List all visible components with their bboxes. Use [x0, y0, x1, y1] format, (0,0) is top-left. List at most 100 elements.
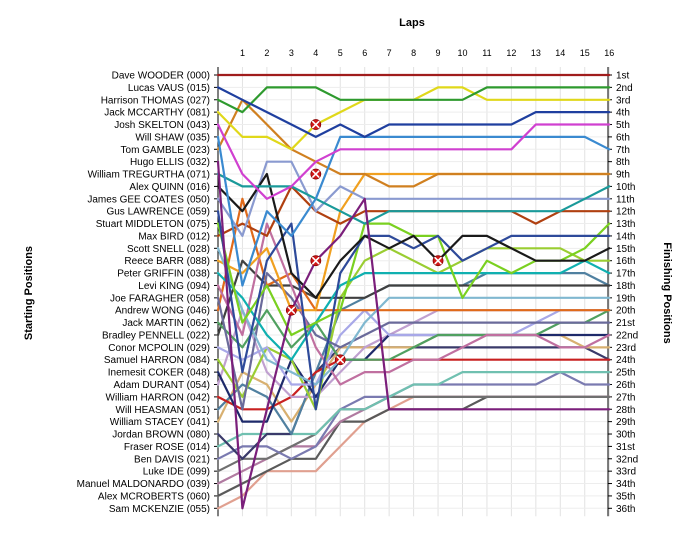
lap-tick-label: 16 — [604, 48, 614, 58]
series-line — [216, 98, 611, 188]
finishing-position-label: 28th — [616, 405, 635, 416]
series-line — [216, 309, 611, 386]
lap-tick-label: 12 — [506, 48, 516, 58]
starting-position-label: Jack MARTIN (062) — [122, 318, 210, 329]
pit-stop-marker — [310, 168, 322, 180]
finishing-position-label: 14th — [616, 231, 635, 242]
finishing-position-label: 33rd — [616, 467, 636, 478]
starting-position-label: Will HEASMAN (051) — [116, 405, 210, 416]
y-left-axis-label: Starting Positions — [23, 246, 35, 340]
starting-position-label: Reece BARR (088) — [124, 256, 210, 267]
finishing-position-label: 11th — [616, 194, 635, 205]
finishing-position-label: 35th — [616, 491, 635, 502]
series-line — [216, 259, 611, 337]
lap-tick-label: 8 — [411, 48, 416, 58]
finishing-position-label: 3rd — [616, 95, 630, 106]
starting-position-label: William HARRON (042) — [106, 392, 210, 403]
finishing-position-label: 24th — [616, 355, 635, 366]
starting-position-label: James GEE COATES (050) — [87, 194, 210, 205]
finishing-position-label: 29th — [616, 417, 635, 428]
pit-stop-marker — [310, 119, 322, 130]
series-line — [216, 259, 611, 361]
series-line — [216, 160, 611, 237]
starting-position-labels: Dave WOODER (000)Lucas VAUS (015)Harriso… — [77, 71, 210, 515]
finishing-position-label: 36th — [616, 504, 635, 515]
starting-position-label: Conor MCPOLIN (029) — [108, 343, 210, 354]
finishing-position-label: 5th — [616, 120, 630, 131]
finishing-position-label: 4th — [616, 108, 630, 119]
finishing-position-label: 9th — [616, 170, 630, 181]
starting-position-label: Will SHAW (035) — [135, 132, 210, 143]
starting-position-label: Jack MCCARTHY (081) — [104, 108, 210, 119]
finishing-position-label: 18th — [616, 281, 635, 292]
starting-position-label: William STACEY (041) — [110, 417, 210, 428]
starting-position-label: Joe FARAGHER (058) — [110, 293, 210, 304]
finishing-position-label: 1st — [616, 71, 630, 82]
starting-position-label: Scott SNELL (028) — [127, 244, 210, 255]
starting-position-label: Sam MCKENZIE (055) — [109, 504, 210, 515]
series-line — [216, 160, 611, 510]
series-line — [216, 247, 611, 386]
lap-tick-labels: 1 2 3 4 5 6 7 8 9 10 11 12 13 14 15 16 — [240, 48, 614, 58]
finishing-position-label: 23rd — [616, 343, 636, 354]
lap-tick-label: 6 — [362, 48, 367, 58]
finishing-position-label: 21st — [616, 318, 635, 329]
starting-position-label: Stuart MIDDLETON (075) — [96, 219, 210, 230]
finishing-position-label: 6th — [616, 132, 630, 143]
series-line — [216, 172, 611, 225]
finishing-position-label: 20th — [616, 306, 635, 317]
starting-position-label: Hugo ELLIS (032) — [130, 157, 210, 168]
pit-markers — [285, 119, 444, 366]
series-lines — [216, 73, 611, 510]
lap-tick-label: 9 — [436, 48, 441, 58]
starting-position-label: Lucas VAUS (015) — [128, 83, 210, 94]
starting-position-label: Samuel HARRON (084) — [104, 355, 210, 366]
finishing-position-label: 26th — [616, 380, 635, 391]
starting-position-label: Ben DAVIS (021) — [134, 454, 210, 465]
starting-position-label: Max BIRD (012) — [138, 231, 210, 242]
finishing-position-label: 30th — [616, 430, 635, 441]
finishing-position-label: 32nd — [616, 454, 638, 465]
finishing-position-label: 7th — [616, 145, 630, 156]
finishing-position-label: 31st — [616, 442, 635, 453]
y-right-axis-label: Finishing Positions — [661, 242, 673, 343]
starting-position-label: Alex QUINN (016) — [129, 182, 210, 193]
starting-position-label: Levi KING (094) — [138, 281, 210, 292]
lap-tick-label: 1 — [240, 48, 245, 58]
finishing-position-label: 22nd — [616, 330, 638, 341]
lap-tick-label: 10 — [457, 48, 467, 58]
finishing-position-label: 34th — [616, 479, 635, 490]
series-line — [216, 86, 611, 114]
lap-tick-label: 15 — [580, 48, 590, 58]
lap-tick-label: 11 — [482, 48, 491, 58]
series-line — [216, 395, 611, 473]
finishing-position-labels: 1st2nd3rd4th5th6th7th8th9th10th11th12th1… — [616, 71, 638, 515]
starting-position-label: Fraser ROSE (014) — [124, 442, 210, 453]
finishing-position-label: 19th — [616, 293, 635, 304]
starting-position-label: Manuel MALDONARDO (039) — [77, 479, 210, 490]
starting-position-label: Inemesit COKER (048) — [108, 368, 210, 379]
starting-position-label: Dave WOODER (000) — [112, 71, 210, 82]
lap-tick-label: 4 — [313, 48, 318, 58]
series-line — [216, 247, 611, 411]
pit-stop-marker — [285, 304, 297, 316]
starting-position-label: Peter GRIFFIN (038) — [117, 269, 210, 280]
finishing-position-label: 16th — [616, 256, 635, 267]
pit-stop-marker — [432, 255, 444, 267]
lap-tick-label: 7 — [387, 48, 392, 58]
starting-position-label: Bradley PENNELL (022) — [102, 330, 210, 341]
starting-position-label: William TREGURTHA (071) — [88, 170, 210, 181]
finishing-position-label: 25th — [616, 368, 635, 379]
lap-tick-label: 3 — [289, 48, 294, 58]
starting-position-label: Andrew WONG (046) — [115, 306, 210, 317]
lap-tick-label: 14 — [555, 48, 565, 58]
series-line — [216, 135, 611, 287]
pit-stop-marker — [310, 255, 322, 267]
series-line — [216, 123, 611, 200]
lap-tick-label: 13 — [531, 48, 541, 58]
chart-title: Laps — [399, 17, 425, 29]
starting-position-label: Gus LAWRENCE (059) — [106, 207, 210, 218]
pit-stop-marker — [334, 354, 346, 366]
series-line — [216, 197, 611, 312]
